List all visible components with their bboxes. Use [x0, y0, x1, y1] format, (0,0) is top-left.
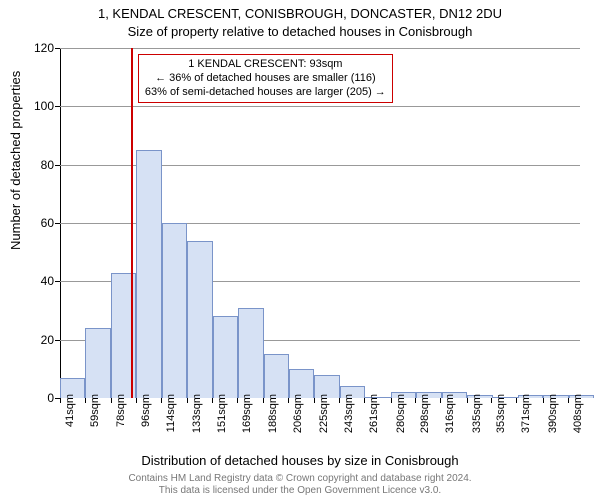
xtick-label: 151sqm	[216, 394, 228, 444]
xtick-label: 408sqm	[572, 394, 584, 444]
histogram-bar	[213, 316, 238, 398]
xtick-label: 353sqm	[495, 394, 507, 444]
ytick-label: 80	[28, 158, 54, 172]
x-axis-label: Distribution of detached houses by size …	[0, 453, 600, 468]
y-axis-label: Number of detached properties	[8, 71, 23, 250]
ytick-mark	[55, 223, 60, 224]
xtick-label: 225sqm	[318, 394, 330, 444]
histogram-bar	[187, 241, 212, 399]
histogram-bar	[238, 308, 263, 398]
ytick-label: 120	[28, 41, 54, 55]
xtick-label: 206sqm	[292, 394, 304, 444]
xtick-mark	[391, 398, 392, 403]
xtick-label: 78sqm	[115, 394, 127, 444]
xtick-mark	[187, 398, 188, 403]
xtick-mark	[85, 398, 86, 403]
annotation-box: 1 KENDAL CRESCENT: 93sqm← 36% of detache…	[138, 54, 393, 103]
xtick-mark	[161, 398, 162, 403]
xtick-label: 114sqm	[165, 394, 177, 444]
histogram-bar	[85, 328, 110, 398]
ytick-mark	[55, 165, 60, 166]
xtick-mark	[516, 398, 517, 403]
xtick-mark	[263, 398, 264, 403]
xtick-label: 243sqm	[343, 394, 355, 444]
xtick-label: 390sqm	[547, 394, 559, 444]
histogram-bar	[264, 354, 289, 398]
plot-area: 02040608010012041sqm59sqm78sqm96sqm114sq…	[60, 48, 580, 398]
xtick-mark	[237, 398, 238, 403]
xtick-label: 41sqm	[64, 394, 76, 444]
footer-line-2: This data is licensed under the Open Gov…	[0, 485, 600, 496]
xtick-label: 133sqm	[191, 394, 203, 444]
xtick-label: 261sqm	[368, 394, 380, 444]
xtick-label: 59sqm	[89, 394, 101, 444]
xtick-label: 371sqm	[520, 394, 532, 444]
ytick-label: 0	[28, 391, 54, 405]
xtick-mark	[568, 398, 569, 403]
xtick-mark	[288, 398, 289, 403]
gridline	[60, 106, 580, 107]
footer-line-1: Contains HM Land Registry data © Crown c…	[0, 473, 600, 484]
xtick-label: 335sqm	[471, 394, 483, 444]
xtick-mark	[212, 398, 213, 403]
xtick-mark	[467, 398, 468, 403]
annotation-line-1: 1 KENDAL CRESCENT: 93sqm	[145, 58, 386, 72]
ytick-mark	[55, 106, 60, 107]
property-marker-line	[131, 48, 133, 398]
ytick-label: 40	[28, 274, 54, 288]
xtick-label: 169sqm	[241, 394, 253, 444]
xtick-mark	[440, 398, 441, 403]
title-line-1: 1, KENDAL CRESCENT, CONISBROUGH, DONCAST…	[0, 6, 600, 21]
gridline	[60, 48, 580, 49]
title-line-2: Size of property relative to detached ho…	[0, 24, 600, 39]
xtick-label: 298sqm	[419, 394, 431, 444]
xtick-mark	[415, 398, 416, 403]
ytick-label: 20	[28, 333, 54, 347]
xtick-label: 188sqm	[267, 394, 279, 444]
xtick-mark	[339, 398, 340, 403]
xtick-label: 316sqm	[444, 394, 456, 444]
histogram-bar	[136, 150, 161, 398]
xtick-label: 280sqm	[395, 394, 407, 444]
ytick-mark	[55, 281, 60, 282]
xtick-mark	[364, 398, 365, 403]
xtick-mark	[111, 398, 112, 403]
ytick-label: 60	[28, 216, 54, 230]
annotation-line-2: ← 36% of detached houses are smaller (11…	[145, 72, 386, 86]
histogram-bar	[162, 223, 187, 398]
xtick-mark	[314, 398, 315, 403]
annotation-line-3: 63% of semi-detached houses are larger (…	[145, 86, 386, 100]
chart-container: 1, KENDAL CRESCENT, CONISBROUGH, DONCAST…	[0, 0, 600, 500]
xtick-mark	[491, 398, 492, 403]
xtick-mark	[543, 398, 544, 403]
xtick-mark	[60, 398, 61, 403]
ytick-label: 100	[28, 99, 54, 113]
xtick-mark	[136, 398, 137, 403]
ytick-mark	[55, 48, 60, 49]
ytick-mark	[55, 340, 60, 341]
xtick-label: 96sqm	[140, 394, 152, 444]
